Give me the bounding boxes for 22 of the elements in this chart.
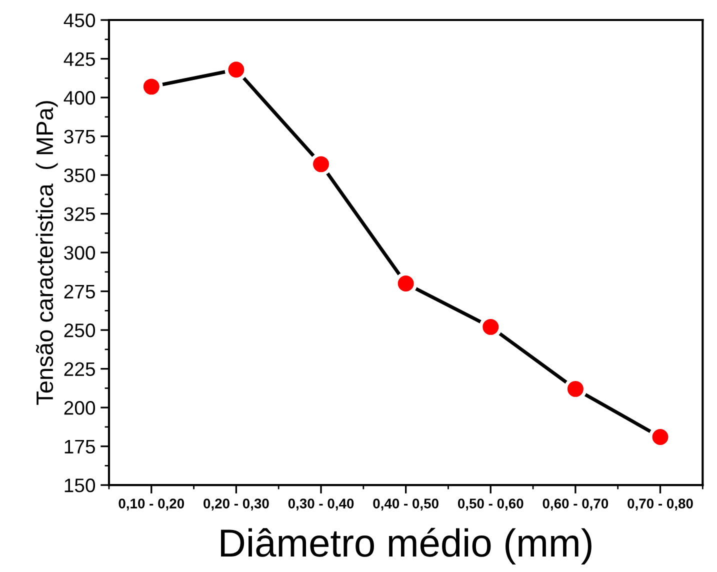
y-tick-label: 375: [64, 130, 95, 144]
y-tick-label: 175: [64, 440, 95, 454]
x-tick-label: 0,60 - 0,70: [542, 498, 608, 510]
y-tick-label: 400: [64, 90, 96, 105]
x-tick-label: 0,50 - 0,60: [458, 498, 524, 510]
x-tick-label: 0,40 - 0,50: [373, 498, 438, 510]
y-tick-label: 450: [64, 13, 96, 28]
x-tick-label: 0,20 - 0,30: [204, 498, 269, 510]
y-tick-label: 325: [64, 207, 95, 222]
y-axis-title: Tensão caracteristica ( MPa): [36, 101, 58, 405]
x-tick-label: 0,10 - 0,20: [118, 498, 184, 510]
y-tick-label: 200: [64, 401, 96, 415]
x-axis-title: Diâmetro médio (mm): [221, 528, 592, 565]
x-tick-label: 0,70 - 0,80: [628, 498, 693, 510]
x-tick-label: 0,30 - 0,40: [288, 498, 354, 510]
y-tick-label: 425: [64, 52, 95, 66]
y-tick-label: 350: [64, 168, 96, 182]
y-tick-label: 300: [64, 246, 96, 260]
y-tick-label: 225: [64, 362, 95, 376]
y-tick-label: 150: [64, 478, 96, 492]
y-tick-label: 275: [64, 284, 95, 299]
y-tick-label: 250: [64, 324, 96, 338]
